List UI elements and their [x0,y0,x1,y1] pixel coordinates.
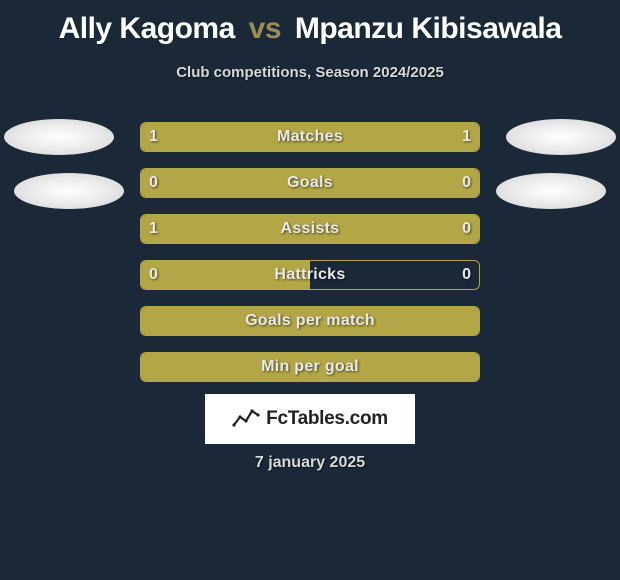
stat-row: 10Assists [140,214,480,244]
stat-row: 11Matches [140,122,480,152]
stat-row: Min per goal [140,352,480,382]
player1-avatar-shape-1 [4,119,114,155]
stat-label: Goals [141,169,479,197]
stat-row: 00Hattricks [140,260,480,290]
player2-avatar-shape-1 [506,119,616,155]
date-text: 7 january 2025 [0,454,620,472]
watermark-text: FcTables.com [266,408,388,430]
fctables-logo-icon [232,407,260,431]
player2-avatar-shape-2 [496,173,606,209]
player2-name: Mpanzu Kibisawala [295,12,562,45]
stat-label: Assists [141,215,479,243]
stat-row: Goals per match [140,306,480,336]
vs-text: vs [249,12,281,45]
comparison-bars: 11Matches 00Goals 10Assists 00Hattricks Goal… [140,122,480,398]
subtitle: Club competitions, Season 2024/2025 [0,64,620,81]
comparison-title: Ally Kagoma vs Mpanzu Kibisawala [0,0,620,46]
stat-label: Matches [141,123,479,151]
watermark: FcTables.com [205,394,415,444]
stat-label: Hattricks [141,261,479,289]
stat-label: Min per goal [141,353,479,381]
player1-avatar-shape-2 [14,173,124,209]
stat-label: Goals per match [141,307,479,335]
player1-name: Ally Kagoma [59,12,235,45]
stat-row: 00Goals [140,168,480,198]
